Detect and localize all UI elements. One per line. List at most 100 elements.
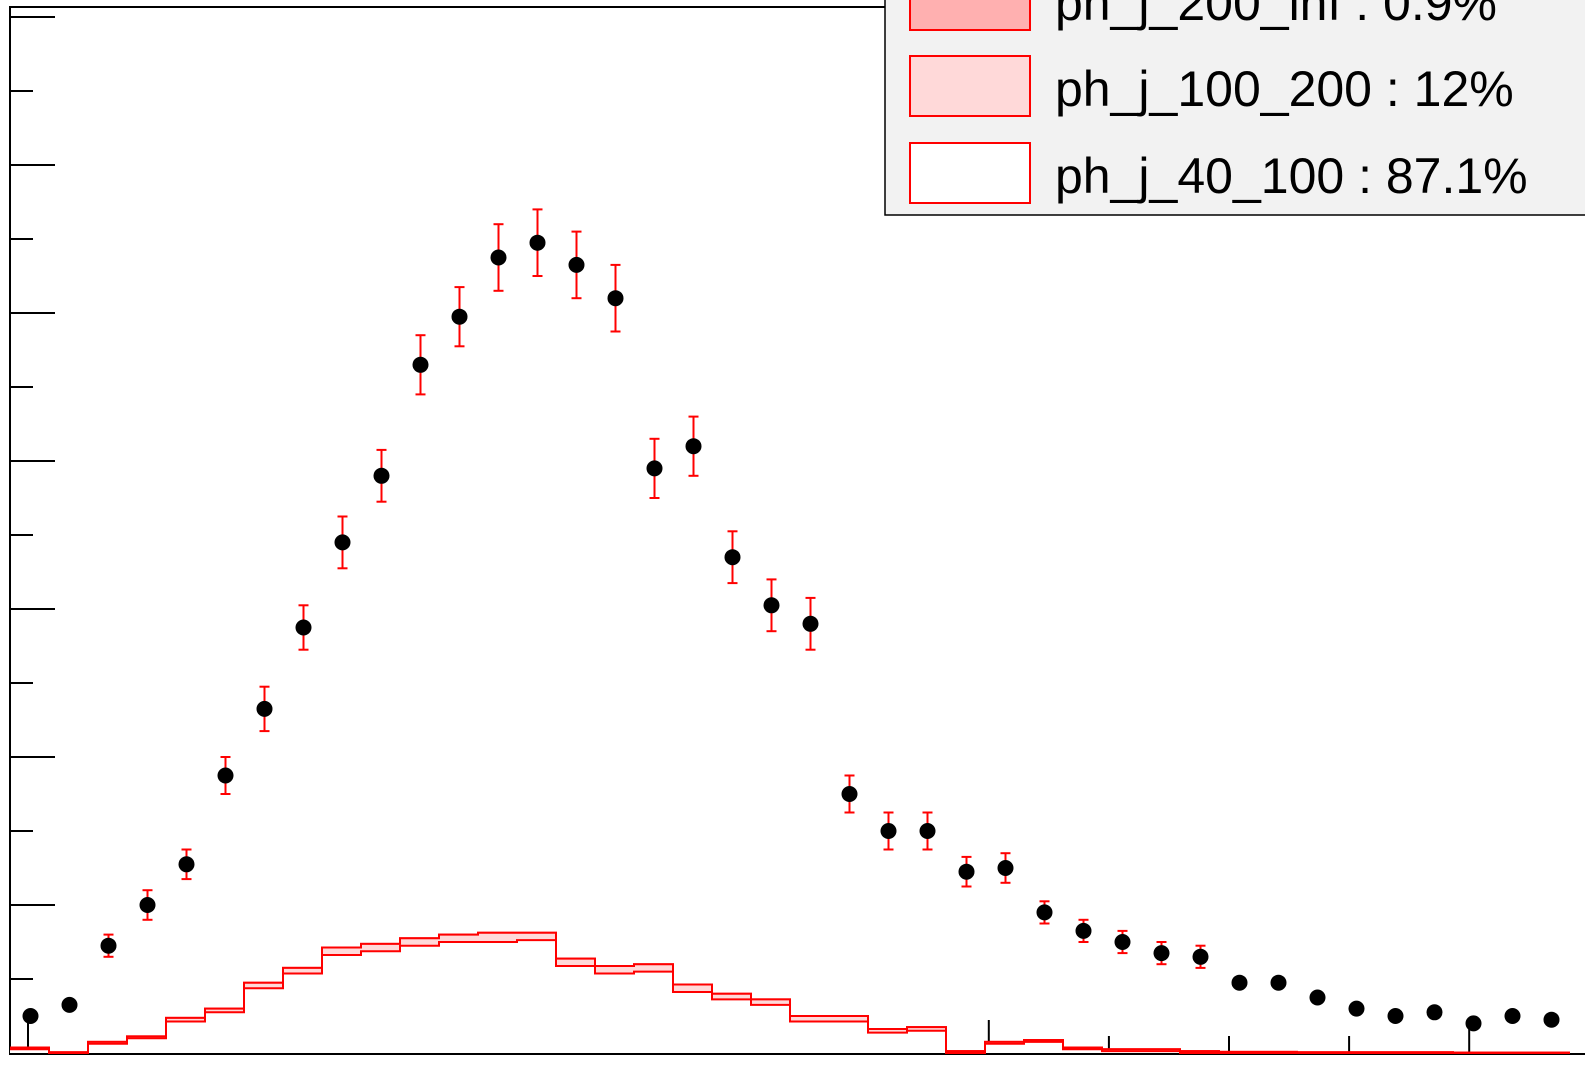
histogram-ph_j_40_100 bbox=[10, 939, 1570, 1054]
data-point bbox=[139, 889, 156, 921]
data-point bbox=[529, 208, 546, 277]
histogram-bin bbox=[673, 984, 712, 992]
histogram-bin bbox=[829, 1021, 868, 1053]
data-marker bbox=[100, 937, 117, 954]
data-marker bbox=[1192, 948, 1209, 965]
histogram-bin bbox=[478, 942, 517, 1053]
histogram-bin bbox=[673, 991, 712, 1053]
data-point bbox=[685, 415, 702, 477]
data-point bbox=[256, 685, 273, 733]
data-marker bbox=[1465, 1015, 1482, 1032]
data-point bbox=[841, 774, 858, 814]
data-marker bbox=[568, 256, 585, 273]
histogram-bin bbox=[283, 967, 322, 974]
data-point bbox=[22, 1008, 39, 1024]
histogram-bin bbox=[790, 1016, 829, 1022]
data-point bbox=[334, 515, 351, 570]
histogram-bin bbox=[400, 938, 439, 946]
histogram-bin bbox=[439, 934, 478, 942]
data-point bbox=[802, 596, 819, 651]
histogram-bin bbox=[907, 1027, 946, 1031]
legend-label-ph-j-200-inf: ph_j_200_inf : 0.9% bbox=[1055, 0, 1497, 31]
data-point bbox=[1465, 1015, 1482, 1032]
histogram-bin bbox=[790, 1021, 829, 1053]
data-point bbox=[1075, 918, 1092, 943]
data-point bbox=[1309, 989, 1326, 1006]
data-point bbox=[295, 604, 312, 651]
data-point bbox=[568, 230, 585, 300]
data-point bbox=[958, 855, 975, 888]
histogram-bin bbox=[439, 942, 478, 1053]
data-point bbox=[100, 933, 117, 958]
histogram-bin bbox=[127, 1038, 166, 1053]
data-point bbox=[880, 811, 897, 851]
data-marker bbox=[1231, 974, 1248, 991]
data-marker bbox=[178, 856, 195, 873]
data-point bbox=[451, 286, 468, 348]
data-marker bbox=[1543, 1011, 1560, 1028]
data-marker bbox=[373, 467, 390, 484]
data-points bbox=[22, 208, 1560, 1032]
data-marker bbox=[1387, 1008, 1404, 1024]
data-point bbox=[646, 437, 663, 499]
data-marker bbox=[217, 767, 234, 784]
histogram-bin bbox=[166, 1021, 205, 1053]
data-point bbox=[178, 848, 195, 881]
data-marker bbox=[1036, 904, 1053, 921]
data-marker bbox=[22, 1008, 39, 1024]
data-marker bbox=[1309, 989, 1326, 1006]
data-marker bbox=[1348, 1000, 1365, 1017]
legend-label-ph-j-40-100: ph_j_40_100 : 87.1% bbox=[1055, 148, 1528, 204]
legend-swatch-ph-j-200-inf bbox=[909, 0, 1031, 31]
data-point bbox=[919, 811, 936, 851]
legend-label-ph-j-100-200: ph_j_100_200 : 12% bbox=[1055, 61, 1514, 117]
data-marker bbox=[997, 860, 1014, 876]
data-point bbox=[1387, 1008, 1404, 1024]
histogram-bin bbox=[517, 940, 556, 1053]
histogram-bin bbox=[244, 982, 283, 989]
data-point bbox=[1036, 900, 1053, 925]
histogram-outline-ph_j_40_100 bbox=[10, 939, 1570, 1054]
legend-swatch-ph-j-40-100 bbox=[909, 142, 1031, 204]
data-marker bbox=[763, 597, 780, 614]
data-point bbox=[724, 530, 741, 585]
data-marker bbox=[412, 356, 429, 373]
histogram-bin bbox=[322, 947, 361, 955]
data-marker bbox=[1075, 922, 1092, 939]
data-marker bbox=[958, 863, 975, 880]
histogram-bin bbox=[283, 973, 322, 1053]
data-marker bbox=[451, 308, 468, 325]
data-marker bbox=[724, 549, 741, 566]
histogram-bin bbox=[205, 1008, 244, 1013]
data-point bbox=[1192, 944, 1209, 969]
data-marker bbox=[841, 786, 858, 802]
data-marker bbox=[1504, 1008, 1521, 1024]
data-point bbox=[1153, 941, 1170, 966]
data-point bbox=[997, 852, 1014, 884]
histogram-bin bbox=[10, 1049, 49, 1053]
data-point bbox=[1270, 974, 1287, 991]
data-point bbox=[1348, 1000, 1365, 1017]
histogram-bin bbox=[556, 966, 595, 1053]
data-point bbox=[61, 996, 78, 1013]
data-marker bbox=[490, 249, 507, 266]
histogram-bin bbox=[829, 1016, 868, 1022]
data-marker bbox=[139, 897, 156, 913]
histogram-bin bbox=[868, 1028, 907, 1033]
histogram-bin bbox=[907, 1030, 946, 1053]
histogram-bin bbox=[595, 966, 634, 974]
data-marker bbox=[295, 619, 312, 636]
legend: ph_j_200_inf : 0.9% ph_j_100_200 : 12% p… bbox=[884, 0, 1585, 216]
data-marker bbox=[334, 534, 351, 551]
legend-swatch-ph-j-100-200 bbox=[909, 55, 1031, 117]
data-point bbox=[373, 448, 390, 503]
data-marker bbox=[607, 290, 624, 307]
histogram-bin bbox=[634, 971, 673, 1053]
data-marker bbox=[1153, 945, 1170, 962]
data-marker bbox=[646, 460, 663, 477]
y-axis-ticks bbox=[10, 16, 55, 980]
data-point bbox=[1504, 1008, 1521, 1024]
data-marker bbox=[1426, 1004, 1443, 1021]
data-point bbox=[607, 263, 624, 333]
